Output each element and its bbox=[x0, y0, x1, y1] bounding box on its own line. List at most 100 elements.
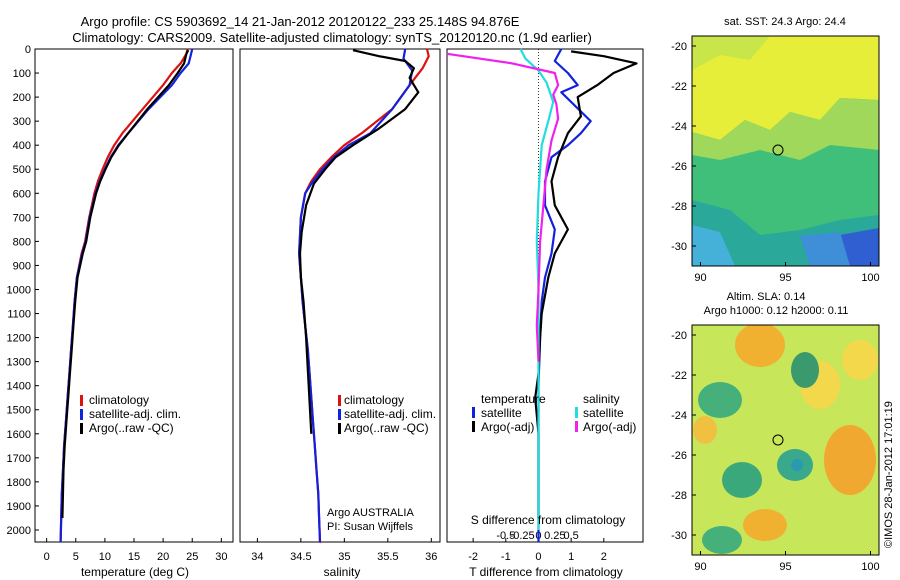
sla-map-subtitle: Argo h1000: 0.12 h2000: 0.11 bbox=[704, 305, 849, 317]
salinity-profile-plot: 34 34.5 35 35.5 36 bbox=[251, 48, 437, 563]
x-tick-label: 2 bbox=[601, 551, 607, 563]
x-tick-label: 10 bbox=[99, 551, 111, 563]
depth-tick-label: 1900 bbox=[7, 501, 31, 513]
depth-tick-label: 800 bbox=[13, 236, 31, 248]
map-y-tick-label: -24 bbox=[671, 410, 687, 422]
x-tick-label: 35.5 bbox=[377, 551, 398, 563]
map-x-tick-label: 90 bbox=[694, 561, 706, 573]
legend-swatch-argo bbox=[338, 423, 341, 434]
depth-tick-label: 500 bbox=[13, 164, 31, 176]
credit-label: ©IMOS 28-Jan-2012 17:01:19 bbox=[883, 401, 895, 548]
s-diff-tick-label: 0.5 bbox=[563, 530, 578, 542]
depth-tick-label: 1200 bbox=[7, 333, 31, 345]
figure-title-line1: Argo profile: CS 5903692_14 21-Jan-2012 … bbox=[81, 14, 520, 29]
difference-legend: temperature salinity satellite Argo(-adj… bbox=[472, 392, 636, 434]
map-y-tick-label: -24 bbox=[671, 121, 687, 133]
salinity-legend: climatology satellite-adj. clim. Argo(..… bbox=[338, 393, 436, 435]
depth-tick-label: 1500 bbox=[7, 405, 31, 417]
x-tick-label: 0 bbox=[535, 551, 541, 563]
depth-tick-label: 0 bbox=[25, 44, 31, 56]
legend-swatch-satellite bbox=[80, 409, 83, 420]
map-y-tick-label: -22 bbox=[671, 370, 687, 382]
legend-label-climatology: climatology bbox=[344, 393, 404, 407]
legend-title-temperature: temperature bbox=[481, 392, 546, 406]
series-line-climatology bbox=[298, 48, 430, 544]
sst-map-title: sat. SST: 24.3 Argo: 24.4 bbox=[724, 16, 846, 28]
salinity-panel-frame bbox=[239, 48, 441, 543]
temperature-legend: climatology satellite-adj. clim. Argo(..… bbox=[80, 393, 181, 435]
depth-tick-label: 1300 bbox=[7, 357, 31, 369]
depth-tick-label: 900 bbox=[13, 260, 31, 272]
x-tick-label: -2 bbox=[468, 551, 478, 563]
legend-swatch-climatology bbox=[338, 395, 341, 406]
s-difference-axis-label: S difference from climatology bbox=[471, 513, 626, 527]
depth-tick-label: 1100 bbox=[7, 309, 31, 321]
legend-label-argo: Argo(..raw -QC) bbox=[344, 421, 429, 435]
depth-tick-label: 1700 bbox=[7, 453, 31, 465]
argo-location-marker-sla bbox=[772, 434, 784, 446]
legend-label-climatology: climatology bbox=[89, 393, 149, 407]
s-diff-tick-label: -0.5 bbox=[496, 530, 515, 542]
map-y-tick-label: -28 bbox=[671, 490, 687, 502]
depth-tick-label: 600 bbox=[13, 188, 31, 200]
legend-swatch-s-argo bbox=[575, 421, 578, 432]
s-diff-tick-label: 0.25 bbox=[544, 530, 565, 542]
depth-tick-label: 300 bbox=[13, 116, 31, 128]
depth-tick-label: 700 bbox=[13, 212, 31, 224]
x-tick-label: -1 bbox=[501, 551, 511, 563]
sla-map-axes: 90 95 100 -20 -22 -24 -26 -28 -30 bbox=[671, 330, 880, 573]
series-line-satellite bbox=[519, 48, 555, 530]
x-tick-label: 34.5 bbox=[290, 551, 311, 563]
legend-label-s-argo: Argo(-adj) bbox=[583, 420, 636, 434]
legend-title-salinity: salinity bbox=[583, 392, 620, 406]
depth-tick-label: 1600 bbox=[7, 429, 31, 441]
legend-label-satellite: satellite-adj. clim. bbox=[344, 407, 436, 421]
difference-panel-frame bbox=[446, 48, 644, 543]
sst-map-field bbox=[692, 36, 879, 266]
s-diff-tick-label: -0.25 bbox=[510, 530, 535, 542]
map-x-tick-label: 90 bbox=[694, 272, 706, 284]
depth-tick-label: 1000 bbox=[7, 284, 31, 296]
temperature-axis-label: temperature (deg C) bbox=[81, 565, 189, 579]
legend-label-s-satellite: satellite bbox=[583, 406, 624, 420]
depth-tick-label: 1400 bbox=[7, 381, 31, 393]
legend-swatch-t-argo bbox=[472, 421, 475, 432]
t-difference-axis-label: T difference from climatology bbox=[469, 565, 623, 579]
sla-map-field bbox=[692, 325, 879, 555]
map-y-tick-label: -22 bbox=[671, 81, 687, 93]
series-line-satellite-adj-clim- bbox=[298, 48, 414, 543]
difference-profile-plot: -2 -1 0 1 2-0.5-0.25 0 0.250.5 bbox=[446, 48, 638, 563]
x-tick-label: 1 bbox=[568, 551, 574, 563]
series-line-climatology bbox=[59, 48, 189, 543]
map-x-tick-label: 95 bbox=[779, 272, 791, 284]
x-tick-label: 15 bbox=[128, 551, 140, 563]
map-y-tick-label: -26 bbox=[671, 450, 687, 462]
argo-program-label: Argo AUSTRALIA bbox=[327, 507, 414, 519]
argo-location-marker bbox=[772, 144, 784, 156]
map-y-tick-label: -26 bbox=[671, 161, 687, 173]
map-y-tick-label: -20 bbox=[671, 330, 687, 342]
figure-title-line2: Climatology: CARS2009. Satellite-adjuste… bbox=[72, 30, 592, 45]
legend-label-argo: Argo(..raw -QC) bbox=[89, 421, 174, 435]
legend-swatch-satellite bbox=[338, 409, 341, 420]
map-y-tick-label: -20 bbox=[671, 41, 687, 53]
legend-swatch-climatology bbox=[80, 395, 83, 406]
depth-tick-label: 100 bbox=[13, 68, 31, 80]
x-tick-label: 35 bbox=[338, 551, 350, 563]
series-line-satellite-adj-clim- bbox=[59, 48, 194, 543]
argo-pi-label: PI: Susan Wijffels bbox=[327, 521, 413, 533]
depth-tick-label: 2000 bbox=[7, 525, 31, 537]
depth-tick-label: 400 bbox=[13, 140, 31, 152]
x-tick-label: 36 bbox=[425, 551, 437, 563]
sla-map-title: Altim. SLA: 0.14 bbox=[727, 291, 806, 303]
map-y-tick-label: -30 bbox=[671, 241, 687, 253]
temperature-panel-frame bbox=[34, 48, 234, 543]
map-x-tick-label: 100 bbox=[861, 272, 879, 284]
depth-tick-label: 200 bbox=[13, 92, 31, 104]
x-tick-label: 0 bbox=[44, 551, 50, 563]
temperature-profile-plot: 0 5 10 15 20 25 30 bbox=[44, 48, 227, 563]
sst-map-axes: 90 95 100 -20 -22 -24 -26 -28 -30 bbox=[671, 41, 880, 284]
x-tick-label: 30 bbox=[215, 551, 227, 563]
series-line-satellite bbox=[537, 48, 592, 542]
